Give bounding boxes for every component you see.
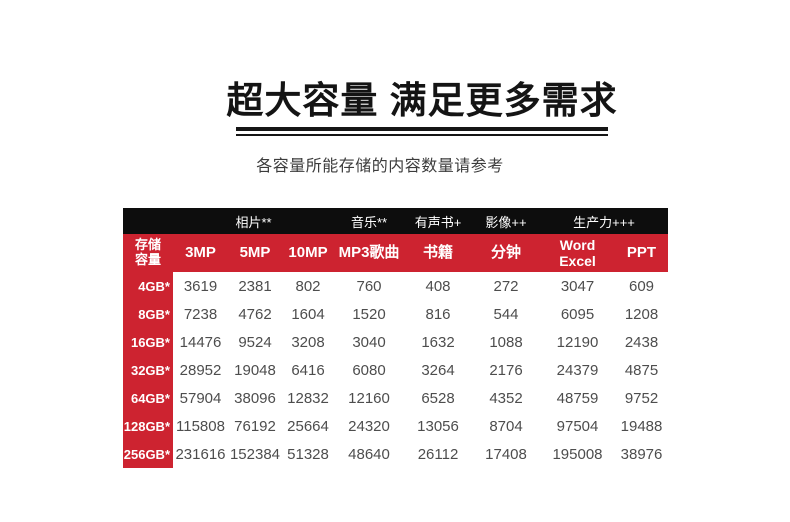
group-header-cell: 有声书+ — [414, 214, 462, 230]
capacity-cell: 16GB* — [123, 328, 173, 356]
value-cell: 76192 — [228, 412, 282, 440]
value-cell: 6095 — [540, 300, 615, 328]
capacity-cell: 128GB* — [123, 412, 173, 440]
value-cell: 1088 — [472, 328, 540, 356]
column-header-cell: 5MP — [239, 244, 271, 262]
value-cell: 24320 — [334, 412, 404, 440]
column-header-cell: Word Excel — [559, 236, 596, 269]
value-cell: 13056 — [404, 412, 472, 440]
value-cell: 25664 — [282, 412, 334, 440]
column-header-cell: 3MP — [185, 244, 216, 262]
value-cell: 3040 — [334, 328, 404, 356]
capacity-cell: 8GB* — [123, 300, 173, 328]
capacity-cell: 4GB* — [123, 272, 173, 300]
table-group-header-row: 相片** 音乐** 有声书+ 影像++ 生产力+++ — [123, 208, 668, 234]
capacity-table: 相片** 音乐** 有声书+ 影像++ 生产力+++ 存储 容量 3MP 5MP 10MP MP… — [123, 208, 668, 468]
value-cell: 48640 — [334, 440, 404, 468]
value-cell: 97504 — [540, 412, 615, 440]
value-cell: 12832 — [282, 384, 334, 412]
column-header-cell: 10MP — [288, 244, 328, 262]
value-cell: 760 — [334, 272, 404, 300]
value-cell: 802 — [282, 272, 334, 300]
column-header-cell: MP3歌曲 — [338, 244, 400, 262]
table-row: 64GB* 57904 38096 12832 12160 6528 4352 48759 97… — [123, 384, 668, 412]
value-cell: 28952 — [173, 356, 228, 384]
value-cell: 24379 — [540, 356, 615, 384]
value-cell: 6528 — [404, 384, 472, 412]
value-cell: 17408 — [472, 440, 540, 468]
table-row: 32GB* 28952 19048 6416 6080 3264 2176 24379 4875 — [123, 356, 668, 384]
value-cell: 8704 — [472, 412, 540, 440]
table-row: 8GB* 7238 4762 1604 1520 816 544 6095 1208 — [123, 300, 668, 328]
value-cell: 38976 — [615, 440, 668, 468]
table-row: 16GB* 14476 9524 3208 3040 1632 1088 12190 2438 — [123, 328, 668, 356]
value-cell: 152384 — [228, 440, 282, 468]
capacity-cell: 256GB* — [123, 440, 173, 468]
group-header-cell: 相片** — [235, 214, 272, 230]
value-cell: 1520 — [334, 300, 404, 328]
table-column-header-row: 存储 容量 3MP 5MP 10MP MP3歌曲 书籍 分钟 Word Excel PPT — [123, 234, 668, 272]
value-cell: 1604 — [282, 300, 334, 328]
value-cell: 12190 — [540, 328, 615, 356]
value-cell: 195008 — [540, 440, 615, 468]
page-subtitle: 各容量所能存储的内容数量请参考 — [256, 158, 504, 175]
value-cell: 6416 — [282, 356, 334, 384]
value-cell: 1208 — [615, 300, 668, 328]
value-cell: 19048 — [228, 356, 282, 384]
value-cell: 4762 — [228, 300, 282, 328]
value-cell: 231616 — [173, 440, 228, 468]
group-header-cell: 生产力+++ — [573, 214, 635, 230]
value-cell: 3264 — [404, 356, 472, 384]
value-cell: 408 — [404, 272, 472, 300]
table-row: 4GB* 3619 2381 802 760 408 272 3047 609 — [123, 272, 668, 300]
value-cell: 544 — [472, 300, 540, 328]
page-title: 超大容量 满足更多需求 — [226, 80, 618, 121]
value-cell: 9752 — [615, 384, 668, 412]
value-cell: 609 — [615, 272, 668, 300]
value-cell: 7238 — [173, 300, 228, 328]
value-cell: 2176 — [472, 356, 540, 384]
title-underline — [236, 127, 608, 136]
value-cell: 19488 — [615, 412, 668, 440]
column-header-cell: PPT — [626, 244, 657, 262]
value-cell: 57904 — [173, 384, 228, 412]
value-cell: 12160 — [334, 384, 404, 412]
group-header-cell: 音乐** — [350, 214, 388, 230]
table-row: 256GB* 231616 152384 51328 48640 26112 17408 19… — [123, 440, 668, 468]
value-cell: 816 — [404, 300, 472, 328]
group-header-cell — [123, 208, 173, 234]
value-cell: 6080 — [334, 356, 404, 384]
value-cell: 2381 — [228, 272, 282, 300]
value-cell: 272 — [472, 272, 540, 300]
value-cell: 2438 — [615, 328, 668, 356]
value-cell: 3208 — [282, 328, 334, 356]
table-body: 4GB* 3619 2381 802 760 408 272 3047 609 8GB* 7238 4… — [123, 272, 668, 468]
column-header-cell: 存储 容量 — [134, 237, 161, 267]
value-cell: 38096 — [228, 384, 282, 412]
value-cell: 48759 — [540, 384, 615, 412]
group-header-cell: 影像++ — [485, 214, 527, 230]
value-cell: 9524 — [228, 328, 282, 356]
table-row: 128GB* 115808 76192 25664 24320 13056 8704 9750… — [123, 412, 668, 440]
column-header-cell: 分钟 — [490, 244, 521, 262]
value-cell: 3047 — [540, 272, 615, 300]
value-cell: 26112 — [404, 440, 472, 468]
column-header-cell: 书籍 — [422, 244, 453, 262]
capacity-cell: 64GB* — [123, 384, 173, 412]
capacity-cell: 32GB* — [123, 356, 173, 384]
value-cell: 4875 — [615, 356, 668, 384]
value-cell: 51328 — [282, 440, 334, 468]
value-cell: 4352 — [472, 384, 540, 412]
value-cell: 3619 — [173, 272, 228, 300]
value-cell: 1632 — [404, 328, 472, 356]
value-cell: 115808 — [173, 412, 228, 440]
value-cell: 14476 — [173, 328, 228, 356]
